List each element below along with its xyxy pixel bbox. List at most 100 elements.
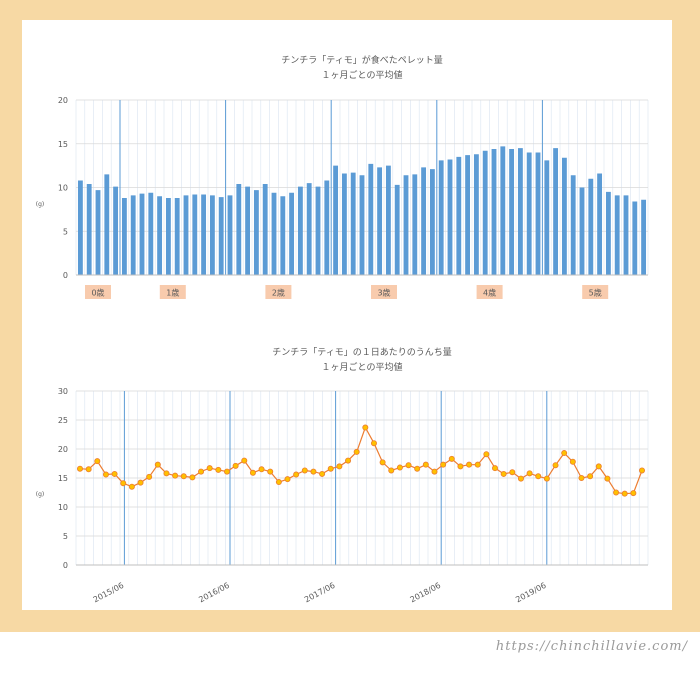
bar — [605, 191, 611, 275]
bar — [104, 174, 110, 275]
data-point — [379, 459, 386, 466]
data-point — [258, 466, 265, 473]
chart-panel: チンチラ「ティモ」が食べたペレット量 １ヶ月ごとの平均値 (g) 0 5 10 15 20 0歳… — [22, 20, 672, 610]
bar — [465, 155, 471, 275]
x-tick-label: 2015/06 — [92, 581, 126, 605]
bar — [262, 184, 268, 275]
bar — [359, 175, 365, 275]
bar — [447, 159, 453, 275]
data-point — [362, 424, 369, 431]
bar — [473, 154, 479, 275]
data-point — [293, 471, 300, 478]
age-label-badge — [371, 285, 397, 299]
data-point — [595, 463, 602, 470]
bar — [139, 193, 145, 275]
data-point — [241, 457, 248, 464]
bar — [315, 186, 321, 275]
data-point — [154, 461, 161, 468]
data-point — [517, 475, 524, 482]
data-point — [275, 479, 282, 486]
age-label-badge — [476, 285, 503, 299]
bar — [632, 201, 638, 275]
data-point — [621, 490, 628, 497]
bar — [526, 152, 532, 275]
y-tick-label: 0 — [63, 271, 68, 280]
data-point — [189, 474, 196, 481]
bar — [500, 146, 506, 275]
data-point — [509, 469, 516, 476]
data-point — [569, 458, 576, 465]
data-point — [180, 473, 187, 480]
data-point — [483, 451, 490, 458]
bar — [368, 163, 374, 275]
data-point — [396, 464, 403, 471]
data-point — [414, 465, 421, 472]
y-tick-label: 5 — [63, 227, 68, 236]
data-point — [85, 466, 92, 473]
bar — [614, 195, 620, 275]
bar — [201, 194, 207, 275]
bar — [412, 174, 418, 275]
data-point — [163, 470, 170, 477]
data-point — [543, 475, 550, 482]
bar — [324, 180, 330, 275]
bar — [438, 160, 444, 275]
data-point — [587, 473, 594, 480]
bar — [227, 195, 233, 275]
data-point — [249, 469, 256, 476]
bar — [218, 197, 224, 275]
data-point — [206, 465, 213, 472]
bar — [385, 165, 391, 275]
bar — [341, 173, 347, 275]
data-point — [198, 468, 205, 475]
bar — [165, 198, 171, 275]
age-label-badge — [85, 285, 111, 299]
bar — [113, 186, 119, 275]
bar — [482, 150, 488, 275]
bar — [157, 196, 163, 275]
y-tick-label: 10 — [58, 184, 68, 193]
data-point — [552, 462, 559, 469]
data-point — [267, 468, 274, 475]
bar — [253, 190, 259, 275]
data-point — [535, 473, 542, 480]
x-tick-label: 2018/06 — [409, 581, 443, 605]
y-tick-label: 20 — [58, 445, 68, 454]
data-point — [457, 463, 464, 470]
data-point — [172, 472, 179, 479]
bar — [641, 199, 647, 275]
data-point — [345, 457, 352, 464]
age-label: 5歳 — [589, 288, 602, 298]
bar — [236, 184, 242, 275]
y-axis-label: (g) — [36, 491, 45, 498]
data-point — [370, 440, 377, 447]
data-point — [77, 465, 84, 472]
data-point — [405, 462, 412, 469]
data-point — [353, 448, 360, 455]
bar — [623, 195, 629, 275]
bar — [121, 198, 127, 275]
y-tick-label: 10 — [58, 503, 68, 512]
data-point — [319, 470, 326, 477]
x-tick-label: 2017/06 — [303, 581, 337, 605]
bar — [509, 149, 515, 275]
bar — [403, 175, 409, 275]
y-tick-label: 30 — [58, 387, 68, 396]
age-label: 4歳 — [483, 288, 496, 298]
bar — [86, 184, 92, 275]
watermark-url: https://chinchillavie.com/ — [495, 639, 688, 654]
data-point — [613, 489, 620, 496]
page-frame: チンチラ「ティモ」が食べたペレット量 １ヶ月ごとの平均値 (g) 0 5 10 15 20 0歳… — [0, 0, 700, 632]
bar — [491, 149, 497, 275]
data-point — [120, 480, 127, 487]
bar — [183, 195, 189, 275]
data-point — [604, 475, 611, 482]
bar — [306, 183, 312, 275]
x-tick-label: 2019/06 — [514, 581, 548, 605]
y-tick-label: 25 — [58, 416, 68, 425]
data-point — [310, 468, 317, 475]
bar — [289, 192, 295, 275]
data-point — [94, 458, 101, 465]
data-point — [448, 455, 455, 462]
data-point — [422, 461, 429, 468]
